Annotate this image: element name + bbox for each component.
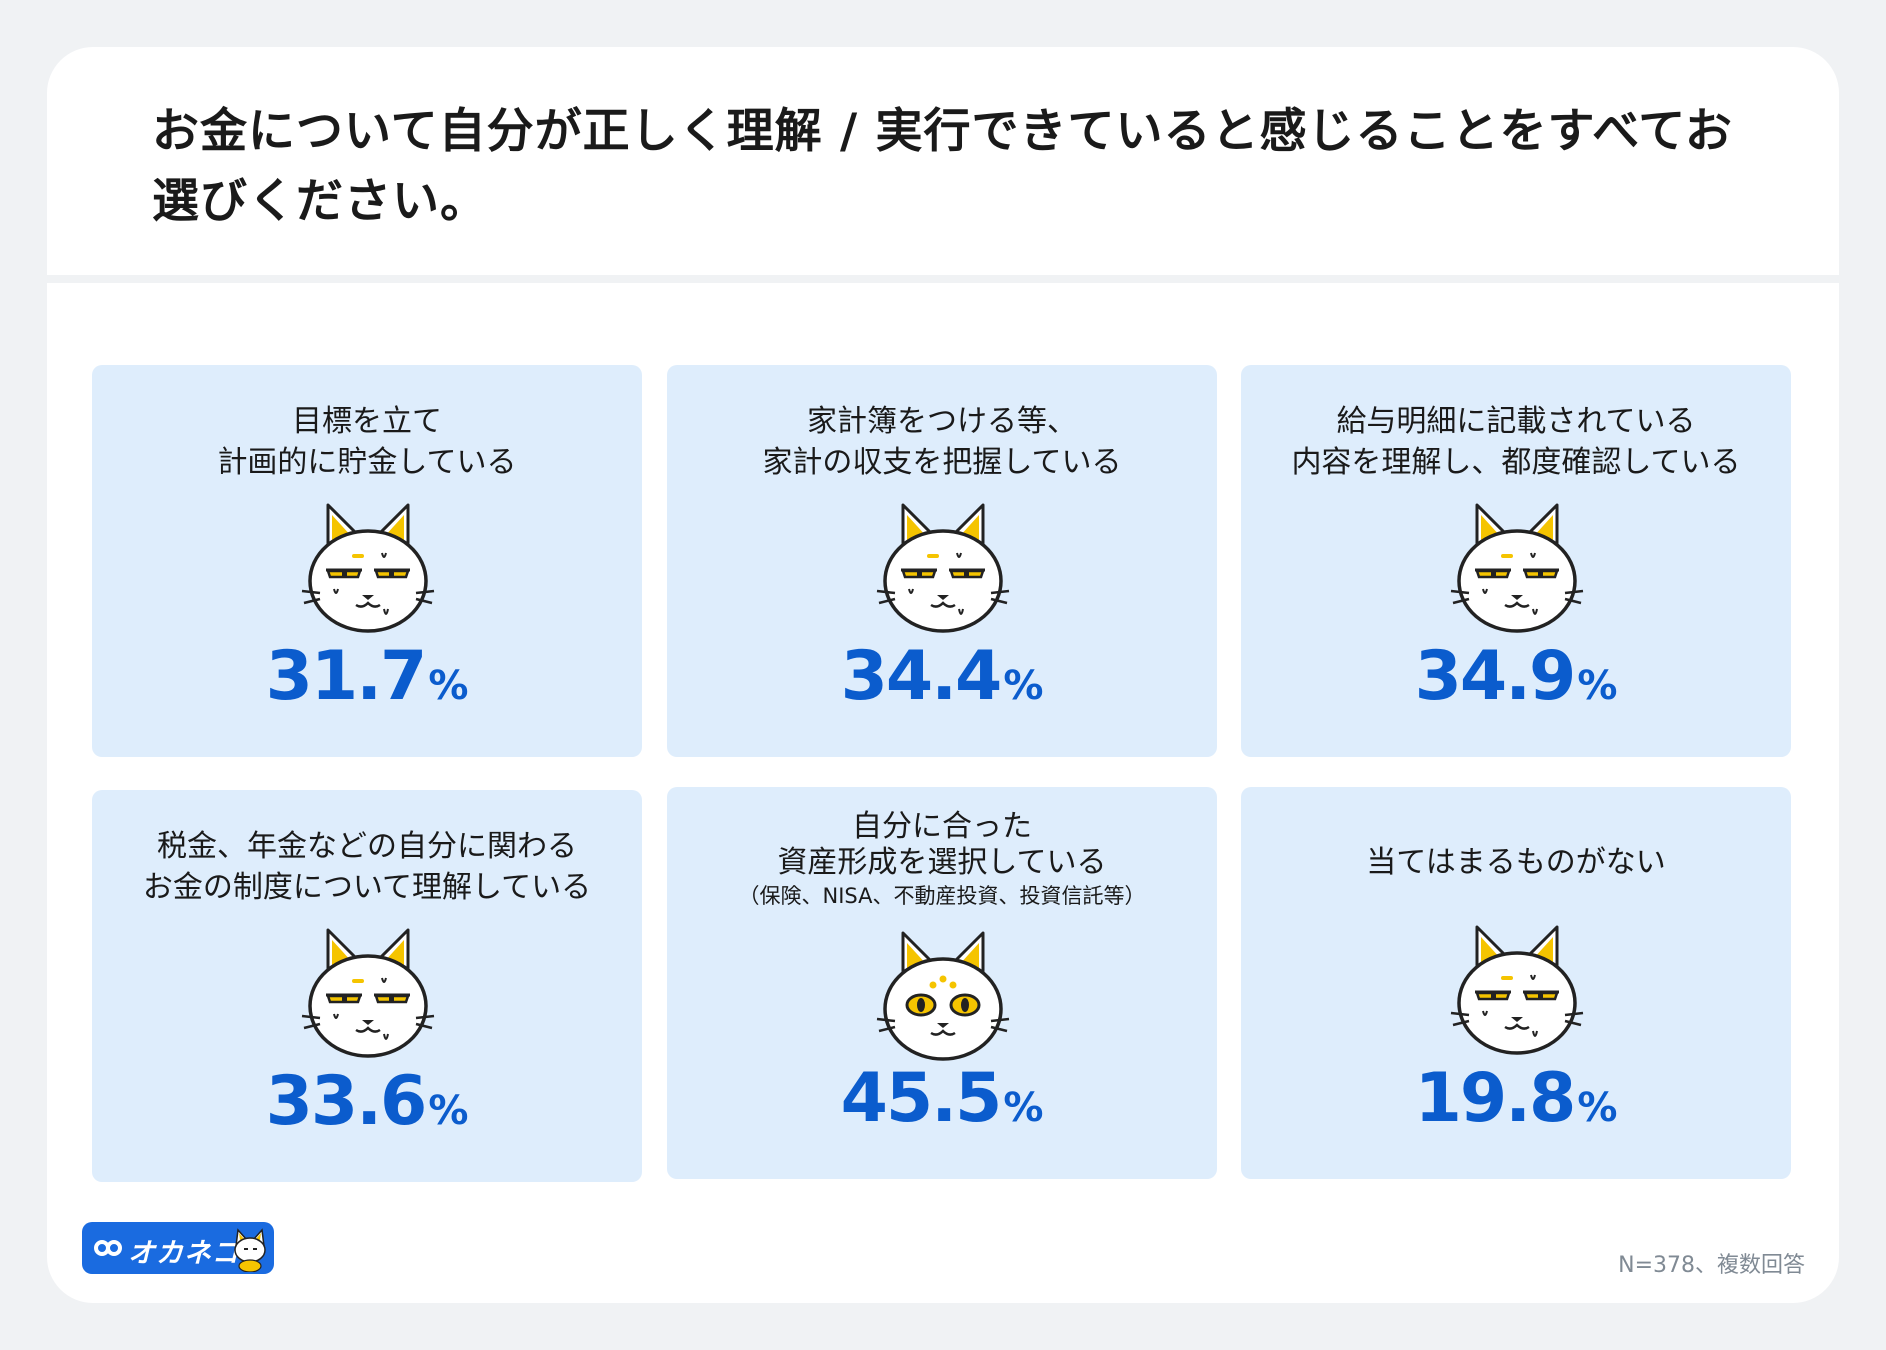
percentage-value: 33.6%: [92, 1062, 642, 1141]
percentage-number: 19.8: [1414, 1059, 1577, 1138]
percentage-number: 45.5: [840, 1059, 1003, 1138]
answer-card: 自分に合った 資産形成を選択している （保険、NISA、不動産投資、投資信託等） 4…: [667, 787, 1217, 1179]
percentage-value: 34.9%: [1241, 637, 1791, 716]
answer-label: 家計簿をつける等、 家計の収支を把握している: [762, 404, 1122, 480]
answer-card: 家計簿をつける等、 家計の収支を把握している 34.4%: [667, 365, 1217, 757]
answer-card: 税金、年金などの自分に関わる お金の制度について理解している 33.6%: [92, 790, 642, 1182]
cat-face-icon: [876, 503, 1010, 633]
main-panel: お金について自分が正しく理解 / 実行できていると感じることをすべてお選びくださ…: [47, 47, 1839, 1303]
answer-card: 目標を立て 計画的に貯金している 31.7%: [92, 365, 642, 757]
cat-face-icon: [301, 928, 435, 1058]
logo-text: オカネコ: [128, 1238, 240, 1269]
percent-sign: %: [1577, 1085, 1618, 1131]
percent-sign: %: [428, 663, 469, 709]
percent-sign: %: [1003, 663, 1044, 709]
answer-label: 当てはまるものがない: [1366, 845, 1666, 880]
percentage-value: 19.8%: [1241, 1059, 1791, 1138]
percentage-number: 33.6: [265, 1062, 428, 1141]
percentage-number: 31.7: [265, 637, 428, 716]
answer-label: 自分に合った 資産形成を選択している: [777, 809, 1107, 880]
header-divider: [47, 275, 1839, 283]
answer-card: 当てはまるものがない 19.8%: [1241, 787, 1791, 1179]
okaneko-logo: オカネコ: [82, 1222, 274, 1274]
percent-sign: %: [428, 1088, 469, 1134]
infinity-logo-icon: [94, 1240, 122, 1256]
answer-label: 目標を立て 計画的に貯金している: [217, 404, 517, 480]
percentage-value: 34.4%: [667, 637, 1217, 716]
cat-face-icon: [1450, 925, 1584, 1055]
percentage-number: 34.4: [840, 637, 1003, 716]
answer-label: 税金、年金などの自分に関わる お金の制度について理解している: [142, 829, 592, 905]
chart-title: お金について自分が正しく理解 / 実行できていると感じることをすべてお選びくださ…: [152, 104, 1733, 229]
percentage-value: 31.7%: [92, 637, 642, 716]
cat-face-icon: [1450, 503, 1584, 633]
answer-sublabel: （保険、NISA、不動産投資、投資信託等）: [738, 884, 1146, 908]
cat-face-icon: [876, 931, 1010, 1061]
logo-cat-icon: [234, 1228, 266, 1272]
answer-card: 給与明細に記載されている 内容を理解し、都度確認している 34.9%: [1241, 365, 1791, 757]
cat-face-icon: [301, 503, 435, 633]
answer-label: 給与明細に記載されている 内容を理解し、都度確認している: [1291, 404, 1741, 480]
percent-sign: %: [1577, 663, 1618, 709]
percentage-number: 34.9: [1414, 637, 1577, 716]
percentage-value: 45.5%: [667, 1059, 1217, 1138]
percent-sign: %: [1003, 1085, 1044, 1131]
sample-size-note: N=378、複数回答: [1618, 1253, 1805, 1278]
